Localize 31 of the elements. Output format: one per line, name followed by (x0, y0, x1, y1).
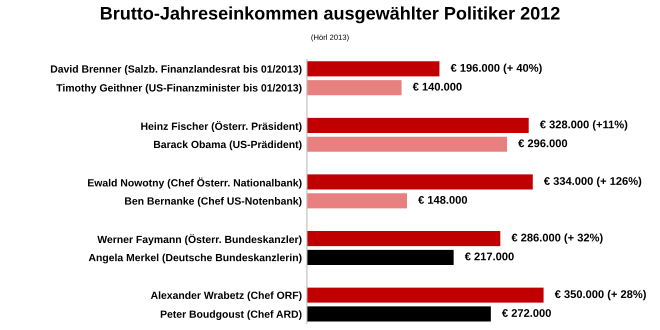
data-label: € 272.000 (502, 309, 551, 317)
bar (306, 193, 407, 208)
bar (306, 80, 402, 96)
bar (306, 61, 440, 76)
bar (306, 174, 533, 190)
data-label: € 328.000 (+11%) (540, 120, 628, 131)
bar (306, 250, 454, 265)
bar (306, 118, 529, 133)
y-tick-label: David Brenner (Salzb. Finanzlandesrat bis 01/2013) (50, 65, 302, 75)
chart-title: Brutto-Jahreseinkommen ausgewählter Politiker 2012 (100, 6, 560, 24)
y-tick-label: Heinz Fischer (Österr. Präsident) (141, 120, 302, 132)
data-label: € 286.000 (+ 32%) (511, 233, 603, 244)
y-tick-label: Ben Bernanke (Chef US-Notenbank) (125, 197, 302, 207)
bar (306, 288, 544, 303)
data-label: € 296.000 (518, 139, 568, 148)
data-label: € 217.000 (464, 252, 514, 260)
data-label: € 148.000 (418, 196, 468, 204)
data-label: € 140.000 (412, 82, 462, 91)
bar (306, 136, 508, 152)
data-label: € 196.000 (+ 40%) (450, 64, 542, 74)
y-tick-label: Ewald Nowotny (Chef Österr. Nationalbank) (88, 178, 302, 189)
y-tick-label: Timothy Geithner (US-Finanzminister bis 01/2013) (56, 84, 302, 94)
y-tick-label: Alexander Wrabetz (Chef ORF) (150, 291, 302, 302)
data-label: € 350.000 (+ 28%) (554, 290, 646, 300)
bar (306, 231, 500, 246)
y-tick-label: Peter Boudgoust (Chef ARD) (160, 310, 302, 320)
y-tick-label: Werner Faymann (Österr. Bundeskanzler) (97, 234, 302, 246)
y-tick-label: Barack Obama (US-Prädident) (154, 140, 302, 150)
bar (306, 306, 491, 322)
y-tick-label: Angela Merkel (Deutsche Bundeskanzlerin) (88, 254, 302, 264)
data-label: € 334.000 (+ 126%) (544, 176, 642, 188)
